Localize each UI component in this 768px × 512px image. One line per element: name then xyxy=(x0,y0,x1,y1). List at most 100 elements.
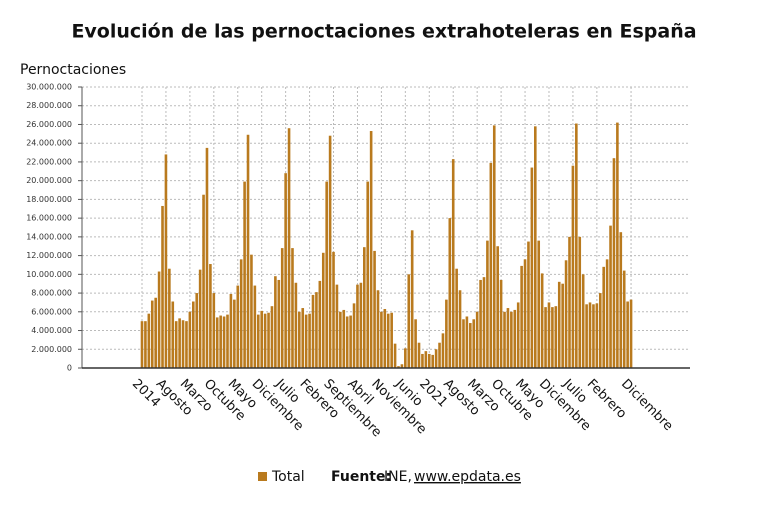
bar xyxy=(369,131,373,368)
bar xyxy=(544,307,547,368)
bar xyxy=(441,333,445,368)
bar xyxy=(222,316,226,368)
bar xyxy=(304,314,308,368)
bar xyxy=(551,307,554,368)
y-tick-label: 30.000.000 xyxy=(26,83,72,92)
bar xyxy=(202,194,205,368)
bar xyxy=(219,315,222,368)
bar xyxy=(581,274,585,368)
bar xyxy=(277,279,281,368)
bar xyxy=(605,259,609,368)
source-link[interactable]: www.epdata.es xyxy=(414,469,521,485)
bar xyxy=(280,248,284,368)
bar xyxy=(540,273,544,368)
bar xyxy=(359,282,363,368)
bar xyxy=(619,232,623,368)
bar xyxy=(150,300,154,368)
bar xyxy=(349,315,352,368)
bar xyxy=(400,364,404,368)
bar xyxy=(315,292,318,368)
legend-label: Total xyxy=(271,469,305,485)
bar xyxy=(256,314,260,368)
y-tick-label: 16.000.000 xyxy=(26,214,72,223)
bar xyxy=(472,319,476,368)
bar xyxy=(267,312,270,368)
bar xyxy=(537,240,541,368)
bar xyxy=(431,354,434,368)
bar xyxy=(469,323,472,368)
y-tick-label: 8.000.000 xyxy=(31,289,72,298)
source-label: Fuente: xyxy=(331,469,391,485)
bar xyxy=(363,247,366,368)
bar xyxy=(612,158,616,368)
bar xyxy=(523,259,527,368)
bar xyxy=(568,236,571,368)
bar xyxy=(212,293,216,368)
bar xyxy=(554,306,558,368)
bar xyxy=(294,282,298,368)
bar xyxy=(188,311,192,368)
bar xyxy=(192,301,195,368)
bar xyxy=(575,123,578,368)
bar xyxy=(503,311,506,368)
bar xyxy=(380,311,383,368)
y-tick-label: 22.000.000 xyxy=(26,157,72,166)
bar xyxy=(499,279,503,368)
bar xyxy=(356,284,359,368)
bar xyxy=(479,279,482,368)
y-tick-label: 28.000.000 xyxy=(26,101,72,110)
bar xyxy=(489,162,493,368)
y-tick-label: 10.000.000 xyxy=(26,270,72,279)
bar xyxy=(616,122,619,369)
bar xyxy=(178,318,181,368)
y-tick-label: 4.000.000 xyxy=(31,326,72,335)
bar xyxy=(239,259,243,368)
bar xyxy=(465,316,469,368)
bar xyxy=(438,342,441,368)
bar xyxy=(253,285,257,368)
bar xyxy=(427,353,431,368)
bar xyxy=(195,293,199,368)
bar xyxy=(287,128,291,368)
bar xyxy=(455,268,458,368)
bar xyxy=(510,311,513,368)
bar xyxy=(318,280,322,368)
bar xyxy=(629,299,633,368)
bar xyxy=(181,320,185,368)
legend-swatch xyxy=(258,472,267,481)
bar xyxy=(564,260,568,368)
bar xyxy=(602,266,605,368)
bar xyxy=(557,281,561,368)
bar xyxy=(263,313,267,368)
bar xyxy=(626,301,629,368)
y-tick-label: 12.000.000 xyxy=(26,251,72,260)
bar xyxy=(598,293,602,368)
bar xyxy=(588,302,592,368)
bar xyxy=(482,277,486,368)
bar xyxy=(246,134,250,368)
bar xyxy=(335,284,339,368)
x-tick-label: Diciembre xyxy=(618,376,676,434)
bar xyxy=(274,276,277,368)
bar xyxy=(226,314,229,368)
bar xyxy=(448,218,452,368)
bar xyxy=(270,306,274,368)
bar xyxy=(215,317,219,368)
bar xyxy=(325,181,328,368)
bar xyxy=(236,285,240,368)
bar xyxy=(534,126,537,368)
bar xyxy=(407,274,411,368)
y-tick-label: 18.000.000 xyxy=(26,195,72,204)
bar xyxy=(520,265,523,368)
bar xyxy=(321,252,325,368)
y-tick-label: 20.000.000 xyxy=(26,176,72,185)
bar xyxy=(506,308,510,368)
bar xyxy=(174,321,178,368)
bar xyxy=(140,321,144,368)
y-tick-label: 2.000.000 xyxy=(31,345,72,354)
bar xyxy=(332,251,335,368)
bar xyxy=(376,290,380,368)
bar xyxy=(410,230,414,368)
bar xyxy=(561,283,564,368)
